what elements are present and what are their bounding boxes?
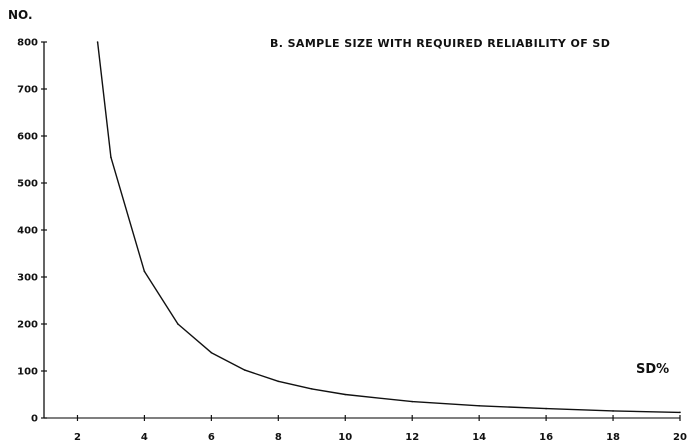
- data-point: [679, 411, 681, 414]
- data-point: [143, 270, 146, 273]
- y-ticks: 0 100 200 300 400 500 600 700 800: [17, 38, 47, 425]
- y-axis-label: NO.: [8, 8, 33, 22]
- x-tick-label: 6: [208, 432, 215, 443]
- y-tick-label: 600: [17, 132, 38, 143]
- data-point: [545, 407, 547, 410]
- data-point: [110, 156, 112, 158]
- data-point: [210, 351, 213, 354]
- x-tick-label: 2: [74, 432, 81, 443]
- x-ticks: 2 4 6 8 10 12 14 16 18 20: [74, 415, 687, 443]
- y-tick-label: 200: [17, 320, 38, 331]
- x-tick-label: 14: [472, 432, 486, 443]
- y-tick-label: 400: [17, 226, 38, 237]
- data-point: [344, 393, 347, 396]
- x-axis-label: SD%: [636, 362, 670, 377]
- data-point: [277, 380, 280, 383]
- x-tick-label: 8: [275, 432, 282, 443]
- y-tick-label: 500: [17, 179, 38, 190]
- series-group: [96, 41, 681, 414]
- data-point: [96, 41, 99, 43]
- data-point: [310, 388, 313, 390]
- x-tick-label: 10: [338, 432, 352, 443]
- series-line: [96, 41, 681, 414]
- x-tick-label: 18: [606, 432, 620, 443]
- data-point: [478, 404, 480, 407]
- y-tick-label: 0: [31, 414, 38, 425]
- axes: [43, 42, 680, 419]
- data-point: [411, 400, 414, 403]
- data-point: [244, 369, 246, 371]
- y-tick-label: 100: [17, 367, 38, 378]
- y-tick-label: 800: [17, 38, 38, 49]
- data-point: [177, 323, 179, 325]
- x-tick-label: 4: [141, 432, 148, 443]
- chart-title: B. SAMPLE SIZE WITH REQUIRED RELIABILITY…: [270, 37, 611, 50]
- y-tick-label: 700: [17, 85, 38, 96]
- x-tick-label: 20: [673, 432, 687, 443]
- x-tick-label: 16: [539, 432, 553, 443]
- y-tick-label: 300: [17, 273, 38, 284]
- x-tick-label: 12: [405, 432, 419, 443]
- data-point: [612, 410, 614, 412]
